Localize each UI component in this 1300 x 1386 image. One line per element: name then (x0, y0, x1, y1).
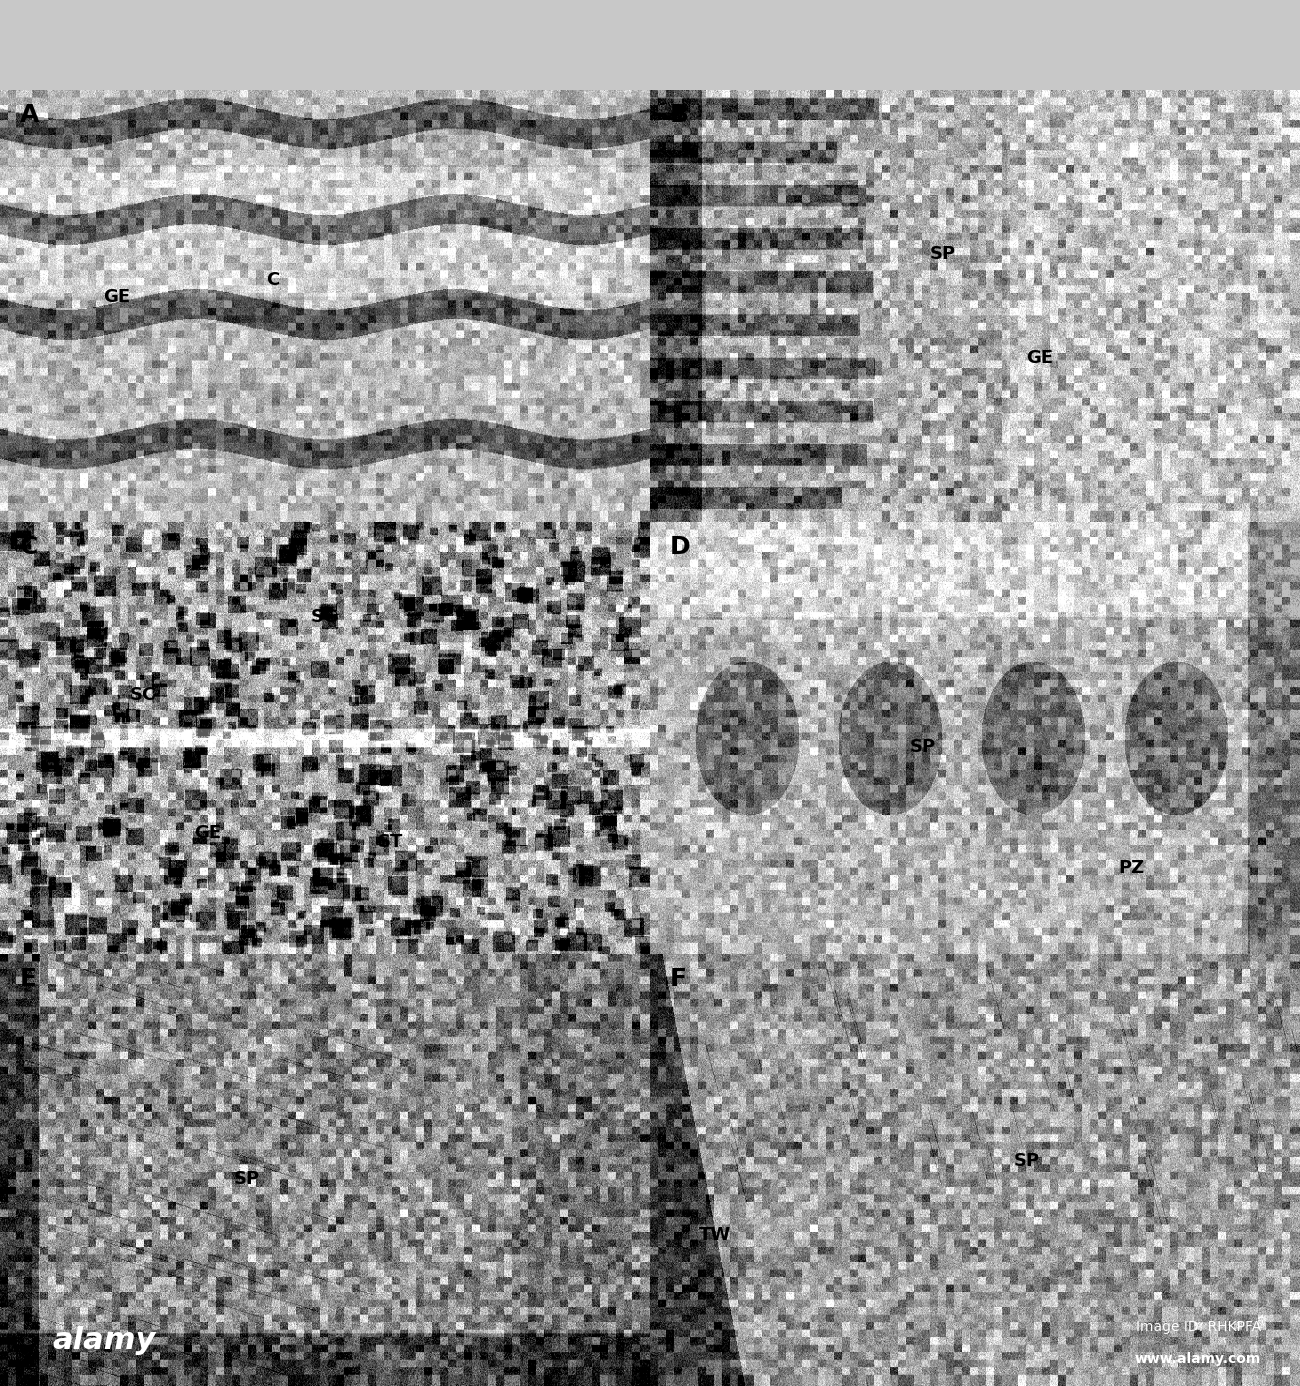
Text: GE: GE (104, 288, 130, 306)
Text: SP: SP (930, 245, 956, 263)
Text: E: E (20, 967, 36, 991)
Text: Image ID: RHKPFA: Image ID: RHKPFA (1136, 1321, 1261, 1335)
Text: SP: SP (234, 1170, 260, 1188)
Text: alamus: alamus (950, 593, 1000, 607)
Text: SC: SC (130, 686, 156, 704)
Text: B: B (670, 103, 689, 128)
Text: SP: SP (1014, 1152, 1040, 1170)
Text: TW: TW (699, 1225, 731, 1243)
Text: alamy: alamy (52, 1326, 156, 1356)
Text: www.alamy.com: www.alamy.com (1135, 1351, 1261, 1367)
Text: ST: ST (377, 833, 403, 851)
Text: SG: SG (311, 608, 339, 626)
Text: C: C (266, 272, 280, 290)
Text: SP: SP (910, 737, 936, 755)
Text: A: A (20, 103, 39, 128)
Text: F: F (670, 967, 686, 991)
Text: GE: GE (1027, 349, 1053, 367)
Text: GE: GE (195, 825, 221, 843)
Text: D: D (670, 535, 690, 559)
Text: C: C (20, 535, 38, 559)
Text: PZ: PZ (1118, 859, 1144, 876)
